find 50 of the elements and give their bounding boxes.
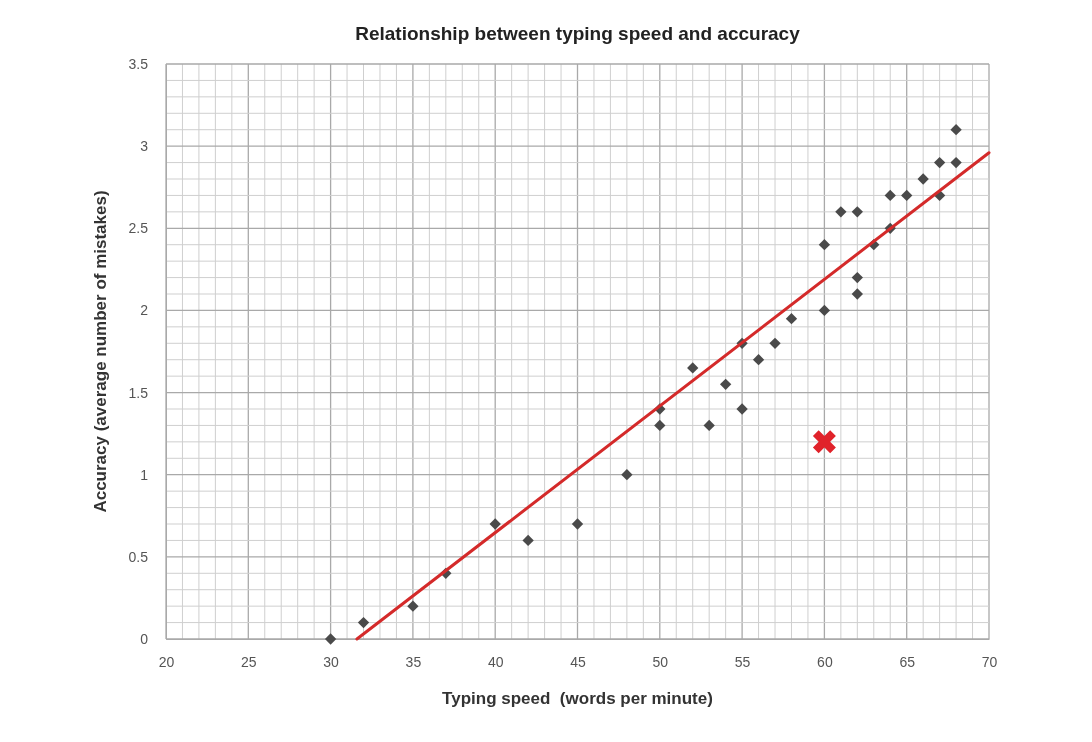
x-tick-label: 25 bbox=[241, 653, 257, 670]
point bbox=[818, 304, 831, 317]
x-axis-title: Typing speed (words per minute) bbox=[442, 689, 713, 708]
point bbox=[835, 206, 847, 218]
point bbox=[950, 156, 962, 169]
point bbox=[522, 534, 534, 547]
point bbox=[933, 156, 946, 169]
chart-title: Relationship between typing speed and accuracy bbox=[355, 23, 801, 44]
x-tick-label: 40 bbox=[487, 653, 504, 670]
y-tick-label: 3 bbox=[140, 138, 149, 155]
point bbox=[851, 206, 863, 218]
point bbox=[884, 189, 896, 202]
y-axis-title: Accuracy (average number of mistakes) bbox=[91, 190, 110, 513]
x-tick-label: 20 bbox=[158, 653, 175, 670]
point bbox=[901, 189, 913, 202]
x-tick-label: 30 bbox=[323, 653, 340, 670]
point bbox=[571, 518, 584, 530]
point bbox=[752, 354, 765, 366]
y-tick-label: 1 bbox=[140, 466, 149, 483]
point bbox=[719, 378, 732, 391]
point bbox=[324, 633, 337, 645]
x-tick-label: 60 bbox=[817, 653, 833, 670]
y-tick-label: 1.5 bbox=[128, 384, 149, 401]
point bbox=[818, 239, 831, 251]
point bbox=[489, 518, 501, 530]
point bbox=[621, 469, 633, 481]
y-tick-label: 2 bbox=[140, 302, 149, 319]
point bbox=[950, 124, 962, 136]
y-tick-label: 0.5 bbox=[128, 548, 149, 565]
point bbox=[851, 288, 863, 300]
y-tick-label: 2.5 bbox=[128, 220, 149, 237]
y-tick-label: 0 bbox=[140, 630, 149, 647]
point bbox=[851, 271, 863, 284]
point bbox=[407, 600, 419, 612]
point bbox=[687, 362, 699, 374]
x-tick-label: 70 bbox=[981, 653, 998, 670]
point bbox=[769, 337, 781, 349]
point bbox=[917, 173, 929, 185]
y-tick-label: 3.5 bbox=[128, 55, 149, 72]
point bbox=[654, 419, 666, 432]
point bbox=[812, 430, 836, 454]
x-tick-label: 50 bbox=[652, 653, 669, 670]
point bbox=[785, 312, 798, 325]
point bbox=[703, 419, 715, 432]
x-tick-label: 55 bbox=[734, 653, 751, 670]
point bbox=[357, 616, 370, 629]
x-tick-label: 45 bbox=[570, 653, 586, 670]
x-tick-label: 35 bbox=[405, 653, 422, 670]
point bbox=[736, 403, 748, 415]
x-tick-label: 65 bbox=[899, 653, 916, 670]
